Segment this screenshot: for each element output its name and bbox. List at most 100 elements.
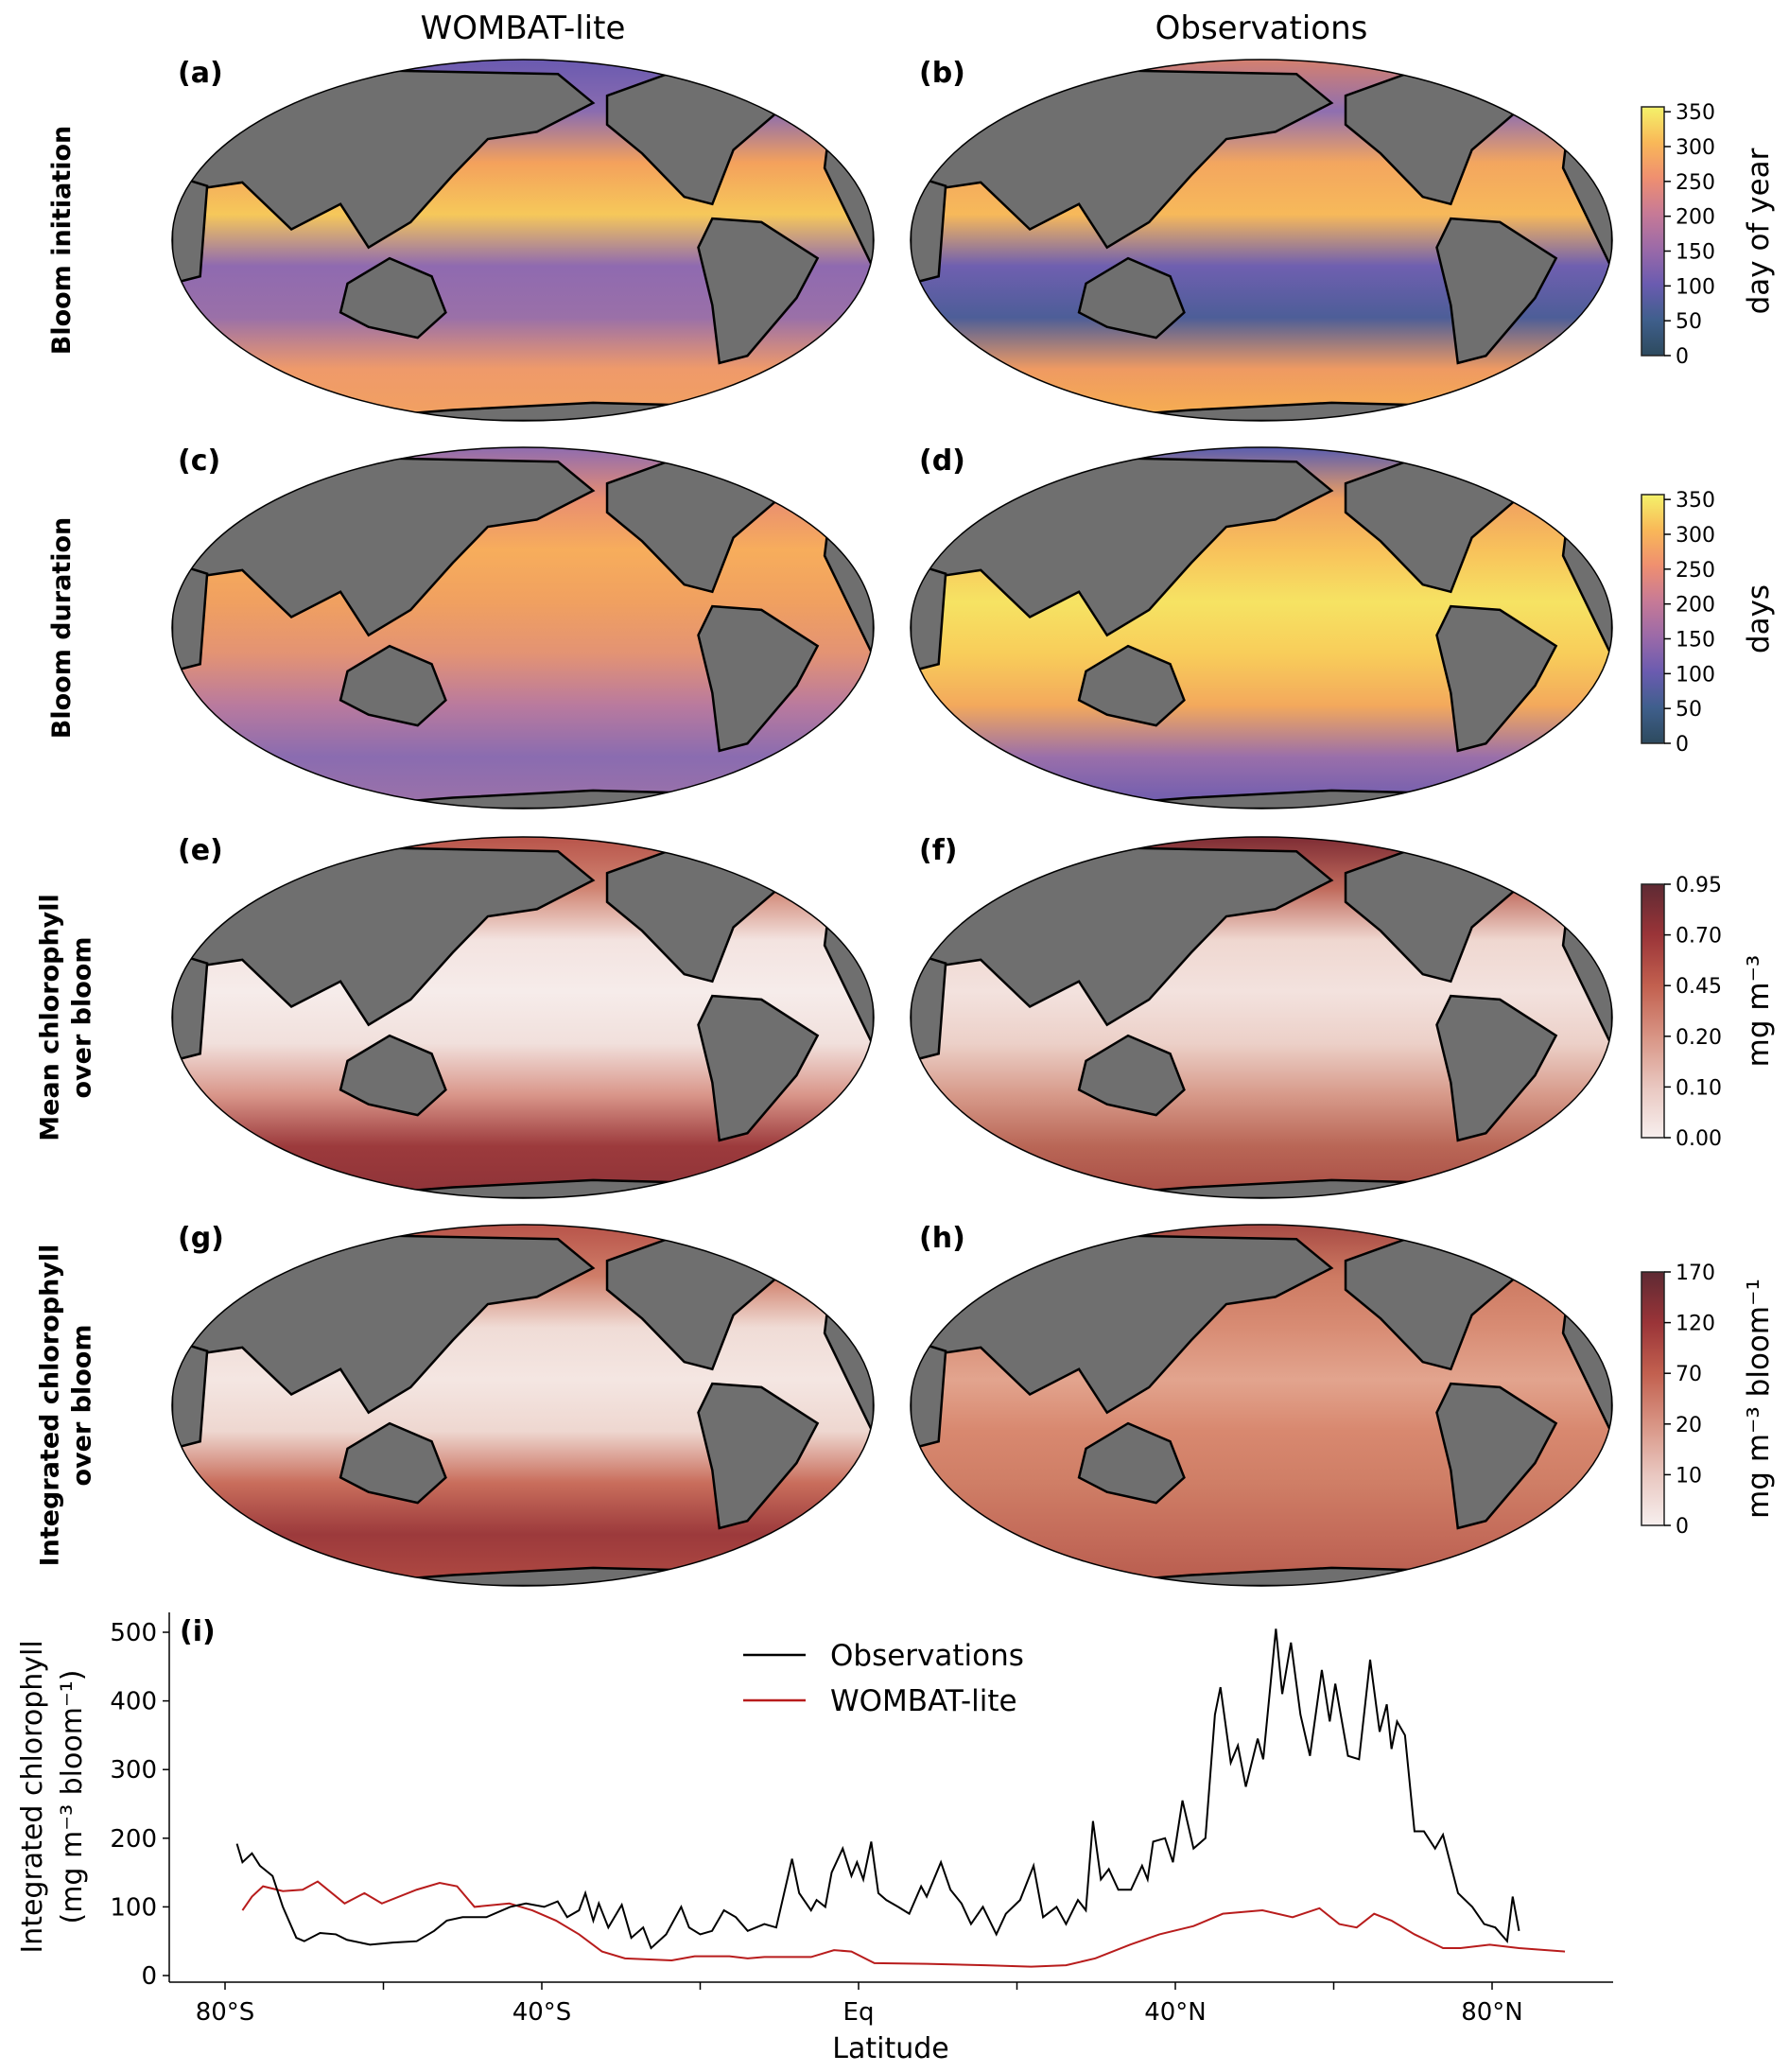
y-tick-label: 500: [110, 1619, 157, 1647]
y-tick-label: 200: [110, 1825, 157, 1854]
legend-label: Observations: [830, 1639, 1024, 1673]
map-outline: [171, 446, 875, 810]
colorbar-tick-label: 250: [1676, 171, 1715, 195]
land-mass: [172, 950, 209, 1063]
colorbar-tick-label: 0: [1676, 345, 1689, 369]
colorbar-1: [1641, 494, 1665, 744]
panel-label-i: (i): [180, 1615, 216, 1648]
map-panel-g: [172, 1225, 874, 1586]
colorbar-tick-label: 150: [1676, 628, 1715, 652]
land-mass: [911, 561, 947, 673]
land-mass: [1435, 1382, 1558, 1530]
colorbar-tick-label: 170: [1676, 1262, 1715, 1285]
colorbar-label: mg m⁻³ bloom⁻¹: [1742, 1279, 1776, 1519]
col-title-model: WOMBAT-lite: [420, 9, 626, 47]
land-mass: [1077, 1034, 1186, 1117]
land-mass: [697, 604, 820, 753]
colorbar-tick-label: 150: [1676, 240, 1715, 264]
colorbar-tick-label: 300: [1676, 136, 1715, 160]
land-mass: [1512, 68, 1580, 113]
legend-label: WOMBAT-lite: [830, 1684, 1017, 1718]
map-outline: [171, 836, 875, 1199]
colorbar-3: [1641, 1271, 1665, 1526]
colorbar-tick-label: 0.00: [1676, 1127, 1722, 1151]
land-mass: [773, 1233, 842, 1278]
col-title-observations: Observations: [1155, 9, 1368, 47]
colorbar-tick-label: 0.10: [1676, 1076, 1722, 1100]
land-mass: [1077, 256, 1186, 340]
colorbar-tick-label: 0.70: [1676, 925, 1722, 949]
colorbar-label: mg m⁻³: [1742, 955, 1776, 1068]
colorbar-tick-label: 300: [1676, 524, 1715, 548]
land-mass: [1435, 217, 1558, 365]
colorbar-tick-label: 200: [1676, 206, 1715, 230]
land-mass: [1077, 1421, 1186, 1505]
land-mass: [1512, 456, 1580, 500]
colorbar-2: [1641, 883, 1665, 1139]
map-panel-h: [911, 1225, 1612, 1586]
map-outline: [910, 446, 1613, 810]
map-panel-d: [911, 447, 1612, 809]
panel-label-g: (g): [178, 1222, 224, 1255]
x-tick-label: Eq: [843, 1998, 875, 2027]
y-tick-label: 400: [110, 1688, 157, 1716]
panel-label-f: (f): [919, 834, 958, 867]
land-mass: [339, 644, 447, 727]
series-line-observations: [235, 1628, 1520, 1950]
land-mass: [172, 561, 209, 673]
colorbar-tick-label: 20: [1676, 1414, 1702, 1437]
panel-label-a: (a): [178, 57, 223, 90]
map-panel-b: [911, 60, 1612, 421]
colorbar-tick-label: 70: [1676, 1363, 1702, 1386]
land-mass: [1077, 644, 1186, 727]
y-axis-label-line1: Integrated chlorophyll: [16, 1640, 49, 1953]
map-panel-a: [172, 60, 874, 421]
map-outline: [910, 1224, 1613, 1587]
colorbar-tick-label: 0.20: [1676, 1026, 1722, 1050]
colorbar-tick-label: 10: [1676, 1464, 1702, 1488]
colorbar-tick-label: 0: [1676, 733, 1689, 757]
land-mass: [339, 256, 447, 340]
x-axis-label: Latitude: [832, 2032, 948, 2065]
land-mass: [1512, 1233, 1580, 1278]
panel-label-c: (c): [178, 444, 221, 478]
y-tick-label: 0: [141, 1962, 157, 1991]
colorbar-tick-label: 200: [1676, 594, 1715, 618]
land-mass: [1435, 994, 1558, 1142]
map-panel-c: [172, 447, 874, 809]
land-mass: [697, 217, 820, 365]
colorbar-0: [1641, 106, 1665, 357]
colorbar-label: day of year: [1742, 148, 1776, 314]
land-mass: [172, 173, 209, 286]
land-mass: [1435, 604, 1558, 753]
x-tick-label: 80°N: [1461, 1998, 1523, 2027]
land-mass: [773, 456, 842, 500]
panel-label-e: (e): [178, 834, 223, 867]
land-mass: [339, 1421, 447, 1505]
colorbar-tick-label: 100: [1676, 663, 1715, 687]
y-tick-label: 300: [110, 1756, 157, 1785]
colorbar-tick-label: 350: [1676, 489, 1715, 513]
colorbar-tick-label: 0: [1676, 1515, 1689, 1539]
y-tick-label: 100: [110, 1893, 157, 1922]
colorbar-tick-label: 0.45: [1676, 975, 1722, 999]
land-mass: [172, 1338, 209, 1451]
panel-label-d: (d): [919, 444, 965, 478]
x-tick-label: 40°S: [512, 1998, 572, 2027]
colorbar-tick-label: 250: [1676, 559, 1715, 583]
map-panel-f: [911, 837, 1612, 1198]
land-mass: [773, 845, 842, 890]
colorbar-tick-label: 120: [1676, 1313, 1715, 1336]
colorbar-tick-label: 0.95: [1676, 874, 1722, 897]
map-outline: [910, 836, 1613, 1199]
series-line-wombat-lite: [241, 1880, 1566, 1968]
land-mass: [911, 173, 947, 286]
map-panel-e: [172, 837, 874, 1198]
colorbar-label: days: [1742, 584, 1776, 653]
land-mass: [1512, 845, 1580, 890]
colorbar-tick-label: 350: [1676, 101, 1715, 125]
map-outline: [171, 59, 875, 422]
map-outline: [910, 59, 1613, 422]
colorbar-tick-label: 100: [1676, 275, 1715, 299]
